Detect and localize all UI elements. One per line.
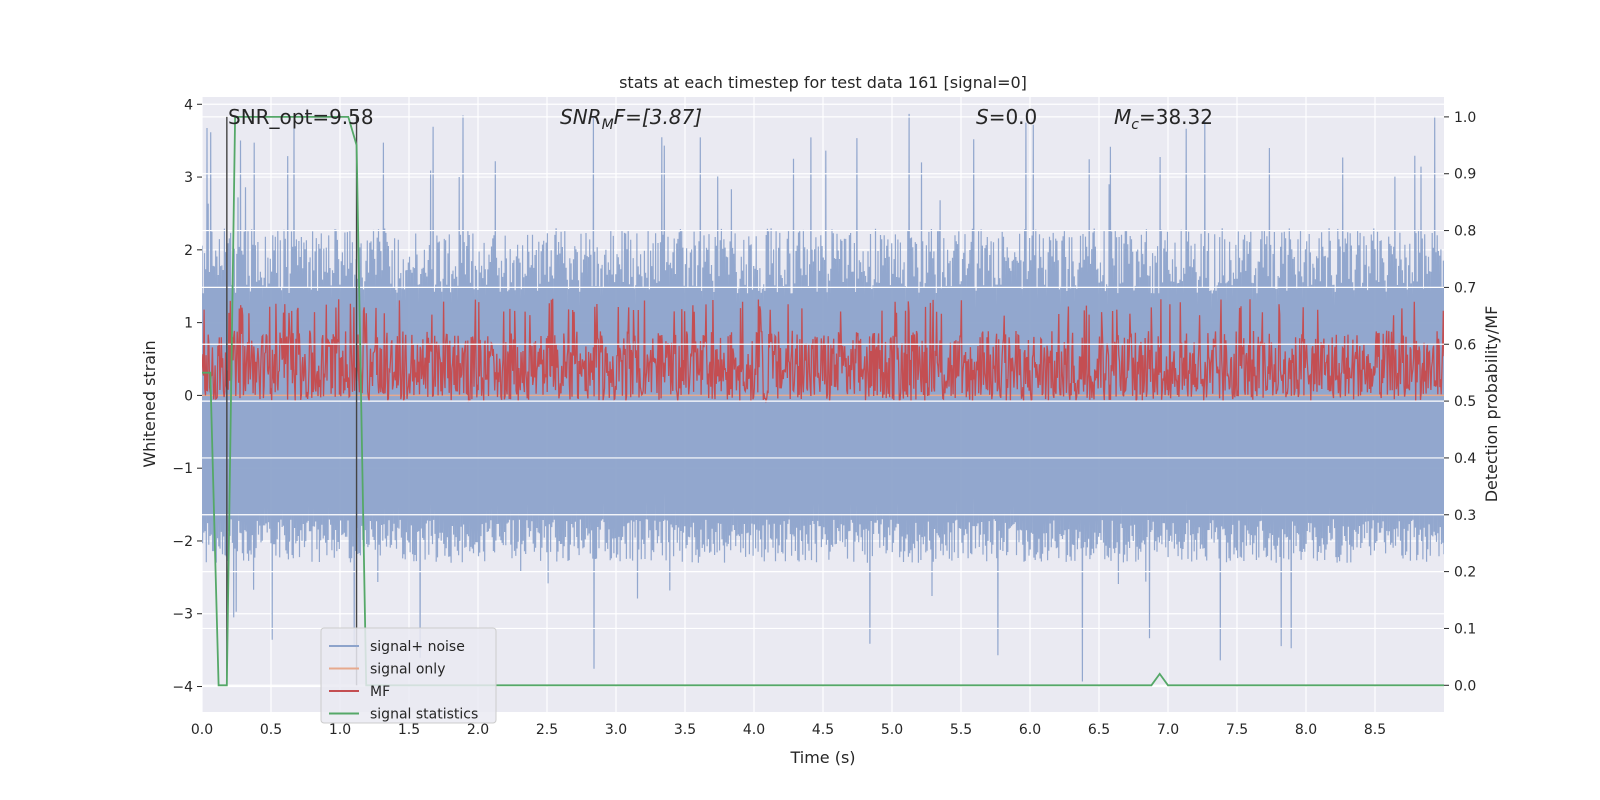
x-tick-label: 8.0 (1295, 722, 1317, 738)
x-tick-label: 2.5 (536, 722, 558, 738)
annotation-snr-mf-value: F=[3.87] (614, 105, 702, 129)
series-signal-statistics (202, 116, 1444, 687)
x-tick-label: 6.5 (1088, 722, 1110, 738)
x-tick-label: 5.0 (881, 722, 903, 738)
y2-tick-label: 0.8 (1454, 224, 1476, 240)
y2-tick-label: 0.2 (1454, 565, 1476, 581)
x-axis-title: Time (s) (789, 748, 855, 767)
y-tick-label: 2 (184, 243, 193, 259)
annotation-snr-opt: SNR_opt=9.58 (228, 105, 374, 129)
legend-item-signal-only-label: signal only (370, 662, 445, 678)
x-tick-label: 0.0 (191, 722, 213, 738)
legend-item-mf-label: MF (370, 684, 390, 700)
y-tick-label: 1 (184, 316, 193, 332)
legend-item-signal-plus-noise-label: signal+ noise (370, 639, 465, 655)
y-tick-label: 4 (184, 97, 193, 113)
y2-tick-label: 0.7 (1454, 280, 1476, 296)
annotation-s-symbol: S (976, 105, 989, 129)
y2-tick-label: 0.1 (1454, 621, 1476, 637)
y-axis-ticks: 4 3 2 1 0 −1 −2 −3 −4 (172, 97, 202, 696)
legend-item-signal-statistics-label: signal statistics (370, 707, 478, 723)
y-tick-label: −1 (172, 461, 193, 477)
chart-title: stats at each timestep for test data 161… (619, 73, 1027, 92)
annotation-s: S=0.0 (976, 105, 1037, 129)
annotation-s-value: =0.0 (989, 105, 1038, 129)
x-tick-label: 1.5 (398, 722, 420, 738)
y2-axis-title: Detection probability/MF (1482, 306, 1501, 503)
x-tick-label: 7.5 (1226, 722, 1248, 738)
y2-axis-ticks: 1.0 0.9 0.8 0.7 0.6 0.5 0.4 0.3 0.2 0.1 0.0 (1444, 110, 1476, 694)
x-axis-ticks: 0.0 0.5 1.0 1.5 2.0 2.5 3.0 3.5 4.0 4.5 5.0 5.5 6.0 6… (191, 722, 1386, 738)
legend: signal+ noise signal only MF signal statist… (320, 627, 497, 724)
x-tick-label: 3.5 (674, 722, 696, 738)
y-tick-label: −3 (172, 607, 193, 623)
y-tick-label: −2 (172, 534, 193, 550)
legend-box (320, 627, 497, 724)
right-axis-grid (202, 116, 1444, 686)
annotation-mc-value: =38.32 (1139, 105, 1213, 129)
annotation-mc-symbol: M (1114, 105, 1131, 129)
x-tick-label: 2.0 (467, 722, 489, 738)
series-line-signal-statistics (202, 116, 1444, 687)
y-tick-label: 3 (184, 170, 193, 186)
annotation-snr-mf-symbol: SNR (560, 105, 602, 129)
y2-tick-label: 0.3 (1454, 508, 1476, 524)
y2-tick-label: 1.0 (1454, 110, 1476, 126)
x-tick-label: 4.5 (812, 722, 834, 738)
series-mf (202, 298, 1444, 404)
plot-area (202, 113, 1444, 687)
series-line-signal-plus-noise (202, 113, 1444, 682)
x-tick-label: 7.0 (1157, 722, 1179, 738)
y-tick-label: −4 (172, 680, 193, 696)
x-tick-label: 6.0 (1019, 722, 1041, 738)
series-line-mf (202, 298, 1444, 404)
x-tick-label: 1.0 (329, 722, 351, 738)
x-tick-label: 3.0 (605, 722, 627, 738)
annotation-mc: Mc=38.32 (1114, 105, 1213, 133)
y2-tick-label: 0.9 (1454, 167, 1476, 183)
vertical-lines (226, 116, 358, 686)
series-signal-plus-noise (202, 113, 1444, 682)
y2-tick-label: 0.0 (1454, 678, 1476, 694)
y2-tick-label: 0.4 (1454, 451, 1476, 467)
x-tick-label: 0.5 (260, 722, 282, 738)
annotation-mc-subscript: c (1131, 117, 1139, 133)
annotation-snr-mf: SNRMF=[3.87] (560, 105, 702, 133)
y-axis-title: Whitened strain (140, 340, 159, 467)
y2-tick-label: 0.5 (1454, 394, 1476, 410)
x-tick-label: 5.5 (950, 722, 972, 738)
y2-tick-label: 0.6 (1454, 337, 1476, 353)
y-tick-label: 0 (184, 388, 193, 404)
annotation-snr-mf-subscript: M (602, 117, 614, 133)
x-tick-label: 4.0 (743, 722, 765, 738)
x-tick-label: 8.5 (1364, 722, 1386, 738)
